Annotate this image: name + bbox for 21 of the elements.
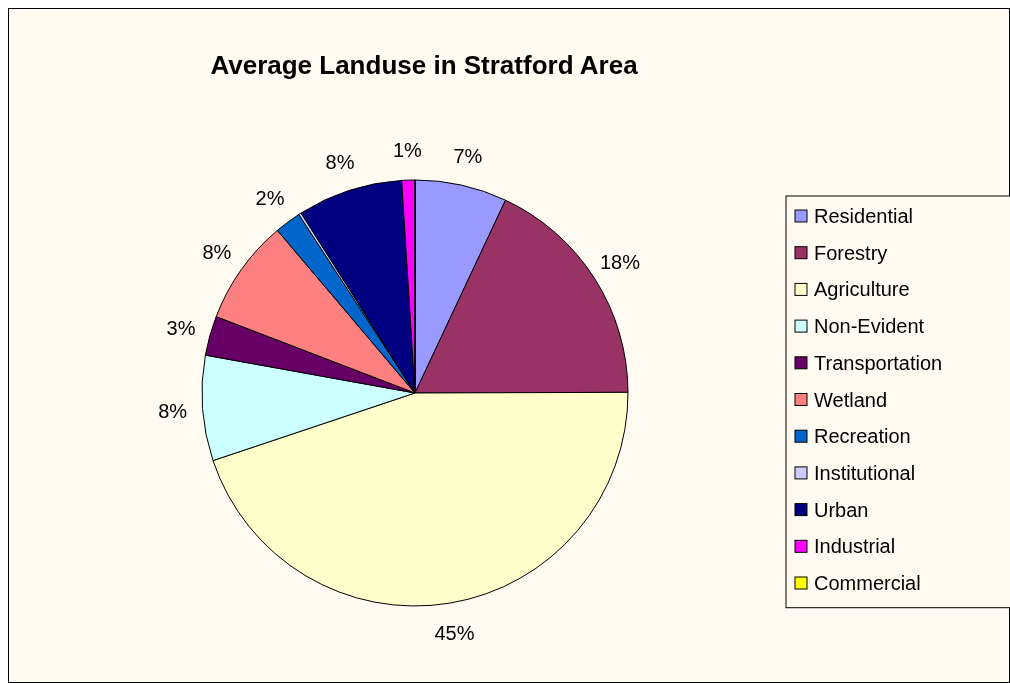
data-label: 8% (158, 399, 188, 422)
legend-label: Wetland (814, 388, 888, 411)
data-label: 8% (325, 150, 355, 173)
legend-label: Agriculture (814, 278, 910, 301)
legend-label: Residential (814, 205, 913, 227)
legend-label: Recreation (814, 425, 911, 448)
legend-label: Urban (814, 498, 869, 521)
legend-label: Industrial (814, 535, 896, 558)
legend-label: Institutional (814, 461, 916, 484)
data-label: 1% (392, 139, 423, 162)
legend-label: Non-Evident (814, 315, 925, 338)
data-label: 7% (453, 144, 483, 167)
data-label: 45% (434, 621, 475, 644)
data-label: 18% (599, 251, 641, 274)
data-label: 2% (255, 187, 285, 210)
legend-label: Transportation (814, 351, 943, 374)
data-label: 3% (166, 316, 196, 339)
legend-label: Commercial (814, 572, 921, 594)
chart-title: Average Landuse in Stratford Area (210, 50, 639, 80)
data-label: 8% (202, 241, 232, 264)
legend-label: Forestry (814, 241, 888, 264)
